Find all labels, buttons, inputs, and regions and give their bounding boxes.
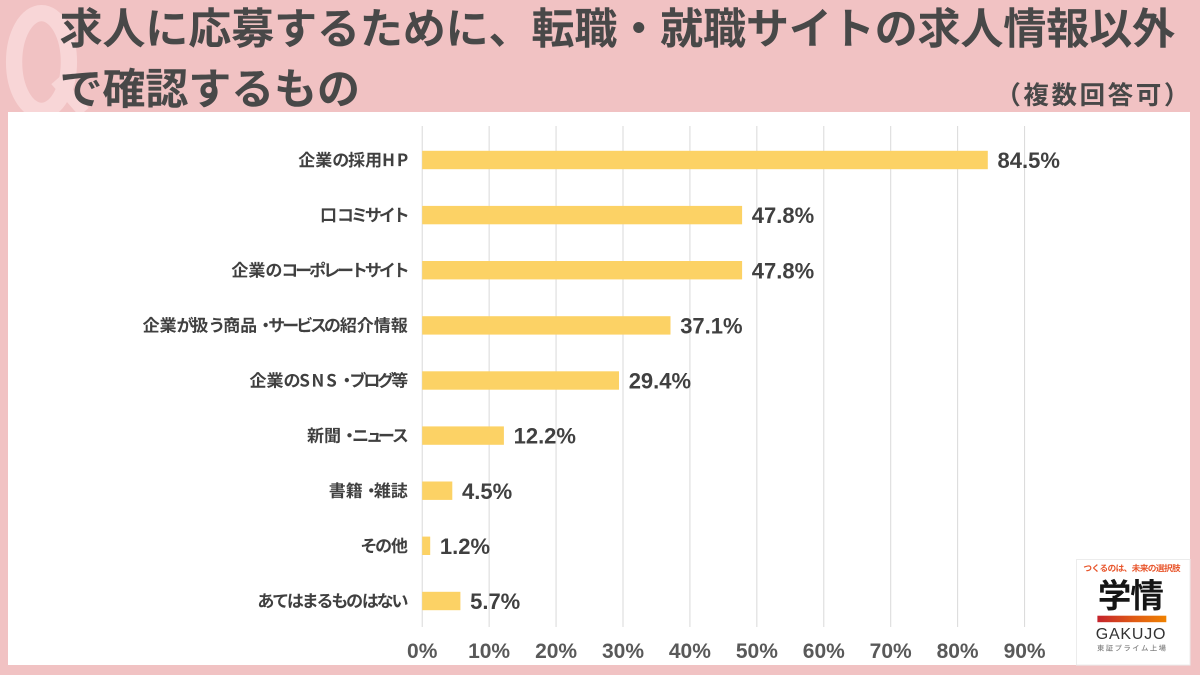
svg-text:60%: 60% [803, 640, 845, 663]
svg-text:1.2%: 1.2% [440, 534, 490, 559]
svg-text:80%: 80% [937, 640, 979, 663]
svg-text:70%: 70% [870, 640, 912, 663]
svg-text:GAKUJO: GAKUJO [1096, 626, 1167, 643]
svg-text:84.5%: 84.5% [998, 148, 1060, 173]
svg-text:47.8%: 47.8% [752, 203, 814, 228]
svg-text:30%: 30% [602, 640, 644, 663]
svg-text:50%: 50% [736, 640, 778, 663]
svg-text:5.7%: 5.7% [470, 589, 520, 614]
svg-text:29.4%: 29.4% [629, 369, 691, 394]
svg-text:90%: 90% [1004, 640, 1046, 663]
svg-text:4.5%: 4.5% [462, 479, 512, 504]
svg-text:20%: 20% [535, 640, 577, 663]
svg-text:10%: 10% [468, 640, 510, 663]
svg-text:47.8%: 47.8% [752, 258, 814, 283]
svg-text:0%: 0% [407, 640, 438, 663]
svg-text:12.2%: 12.2% [514, 424, 576, 449]
svg-text:37.1%: 37.1% [680, 314, 742, 339]
svg-text:40%: 40% [669, 640, 711, 663]
